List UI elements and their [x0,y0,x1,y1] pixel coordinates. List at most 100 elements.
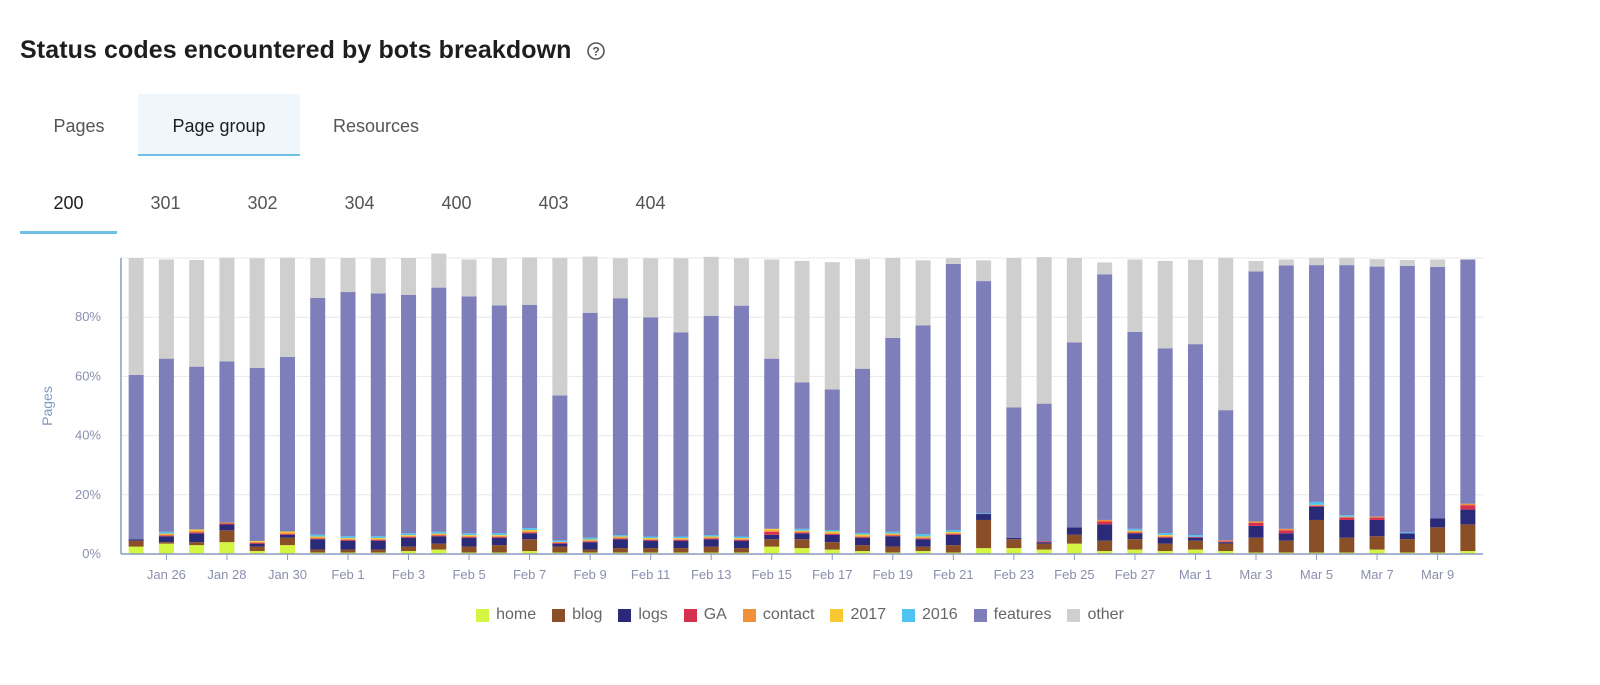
y-axis-label: Pages [39,386,55,426]
status-tab-200[interactable]: 200 [20,178,117,234]
bar-segment-blog [1157,543,1173,552]
bar-segment-blog [310,549,326,553]
bar-segment-blog [431,543,447,550]
bar-segment-ga [1309,505,1325,507]
legend-item-contact[interactable]: contact [742,606,814,624]
bar-segment-logs [794,533,810,540]
bar-segment-home [794,548,810,554]
status-tab-304[interactable]: 304 [344,193,375,213]
bar-segment-blog [643,548,659,553]
bar-segment-logs [1187,537,1203,541]
help-icon[interactable]: ? [586,41,606,61]
bar-segment-contact [915,537,931,539]
bar-segment-ga [643,539,659,541]
legend-swatch [742,608,756,622]
bar-segment-blog [552,546,568,553]
bar-segment-home [764,546,780,554]
bar-segment-home [1460,551,1476,554]
bar-segment-2017 [522,530,538,532]
legend-item-blog[interactable]: blog [552,606,602,624]
bar-segment-features [401,295,417,534]
y-tick-label: 0% [82,546,101,561]
status-tab-403[interactable]: 403 [538,193,569,213]
bar-segment-contact [855,535,871,537]
legend-item-logs[interactable]: logs [618,606,668,624]
bar-segment-ga [1369,517,1385,520]
bar-segment-2016 [1187,535,1203,537]
bar-segment-blog [1399,539,1415,553]
bar-segment-other [855,259,871,369]
bar-segment-logs [764,534,780,540]
bar-segment-logs [401,537,417,547]
bar-segment-blog [1369,536,1385,550]
bar-segment-other [158,259,174,359]
bar-segment-2016 [1157,533,1173,536]
bar-segment-features [885,337,901,532]
bar-segment-logs [612,539,628,549]
bar-segment-logs [370,540,386,550]
bar-segment-home [249,551,265,554]
bar-segment-features [1399,265,1415,533]
bar-segment-2016 [370,536,386,539]
bar-segment-blog [128,540,144,547]
bar-segment-contact [733,538,749,540]
bar-segment-contact [1369,516,1385,518]
bar-segment-features [1278,265,1294,529]
x-tick-label: Feb 27 [1115,567,1155,582]
bar-segment-logs [491,537,507,546]
bar-segment-features [794,382,810,529]
bar-segment-contact [552,541,568,543]
bar-segment-other [128,258,144,375]
tab-page-group[interactable]: Page group [138,94,300,156]
bar-segment-2017 [370,538,386,539]
bar-segment-home [1218,551,1234,554]
status-tab-301[interactable]: 301 [150,193,181,213]
legend-item-2016[interactable]: 2016 [902,606,958,624]
x-tick-label: Feb 11 [631,567,671,582]
status-tab-400[interactable]: 400 [441,193,472,213]
bar-segment-contact [612,537,628,539]
bar-segment-logs [279,534,295,538]
legend-item-features[interactable]: features [973,606,1051,624]
legend-item-2017[interactable]: 2017 [830,606,886,624]
bar-segment-features [219,361,235,523]
status-tab-302[interactable]: 302 [247,193,278,213]
bar-segment-ga [310,538,326,540]
bar-segment-contact [340,538,356,540]
bar-segment-2017 [885,533,901,535]
bar-segment-logs [1036,542,1052,544]
tab-pages[interactable]: Pages [53,116,105,136]
bar-segment-logs [1006,537,1022,540]
bar-segment-blog [703,546,719,553]
tab-resources[interactable]: Resources [332,116,420,136]
status-tab-404[interactable]: 404 [635,193,666,213]
bar-segment-logs [1309,506,1325,520]
bar-segment-ga [431,535,447,537]
x-tick-label: Mar 7 [1360,567,1393,582]
bar-segment-home [1187,549,1203,554]
bar-segment-contact [673,538,689,540]
bar-segment-2016 [976,513,992,515]
bar-segment-other [1218,257,1234,411]
bar-segment-other [1006,258,1022,408]
bar-segment-blog [915,546,931,552]
bar-segment-features [855,368,871,533]
bar-segment-logs [219,524,235,531]
bar-segment-blog [612,548,628,553]
x-tick-label: Feb 5 [452,567,485,582]
legend-item-ga[interactable]: GA [683,606,727,624]
bar-segment-contact [249,541,265,543]
bar-segment-logs [552,543,568,547]
bar-segment-blog [1218,543,1234,552]
bar-segment-features [340,292,356,537]
bar-segment-ga [1339,517,1355,520]
legend-item-other[interactable]: other [1067,606,1124,624]
bar-segment-2017 [855,534,871,536]
legend-item-home[interactable]: home [476,606,536,624]
bar-segment-2016 [1127,528,1143,531]
legend-swatch [552,608,566,622]
bar-segment-contact [370,538,386,540]
bar-segment-blog [1248,537,1264,553]
legend-label: GA [703,606,727,623]
y-tick-label: 40% [75,428,101,443]
